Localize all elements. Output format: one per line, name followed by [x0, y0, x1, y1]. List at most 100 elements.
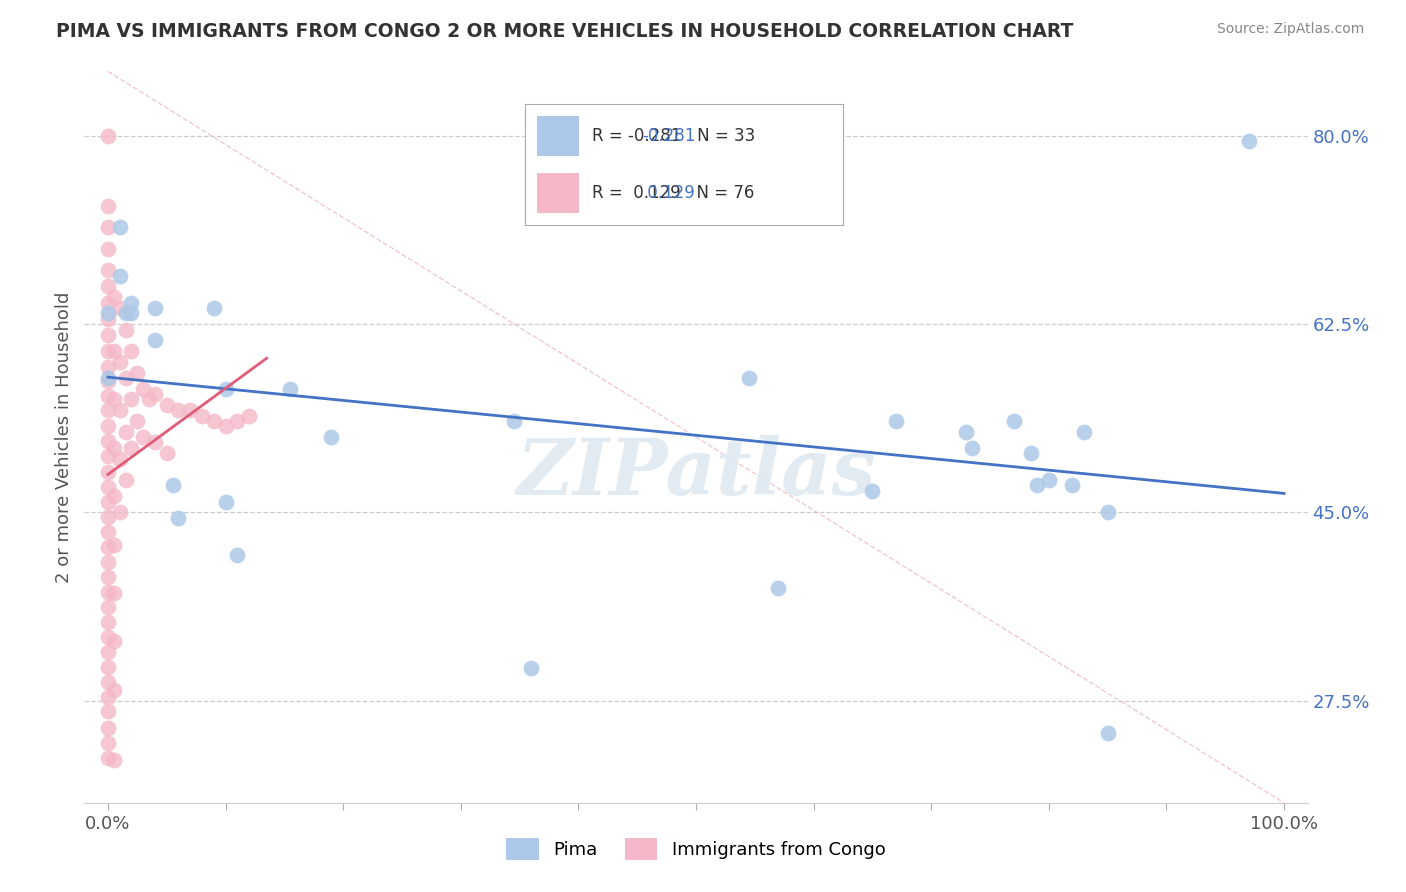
- Point: [103, 586, 125, 600]
- Point: [138, 392, 160, 407]
- Point: [114, 371, 136, 385]
- Point: [132, 430, 155, 444]
- Point: [1073, 425, 1095, 439]
- Point: [962, 441, 984, 455]
- Point: [97, 434, 120, 449]
- Point: [108, 505, 131, 519]
- Point: [108, 403, 131, 417]
- Point: [127, 366, 149, 380]
- Point: [97, 295, 120, 310]
- Point: [167, 403, 190, 417]
- Point: [97, 555, 120, 569]
- Point: [97, 450, 120, 464]
- Point: [179, 403, 201, 417]
- Point: [97, 389, 120, 403]
- Point: [108, 301, 131, 315]
- Point: [520, 661, 543, 675]
- Point: [97, 374, 120, 388]
- Point: [108, 451, 131, 466]
- Point: [143, 435, 166, 450]
- Point: [768, 581, 790, 595]
- Point: [97, 479, 120, 493]
- Point: [103, 344, 125, 359]
- Point: [97, 615, 120, 629]
- Point: [1038, 473, 1060, 487]
- Point: [114, 322, 136, 336]
- Point: [1019, 446, 1042, 460]
- Point: [120, 306, 142, 320]
- Point: [1237, 134, 1260, 148]
- Point: [97, 371, 120, 385]
- Point: [97, 311, 120, 326]
- Point: [103, 441, 125, 455]
- Point: [202, 301, 225, 315]
- Point: [120, 441, 142, 455]
- Point: [1062, 478, 1084, 492]
- Point: [97, 344, 120, 359]
- Point: [97, 735, 120, 749]
- Point: [97, 465, 120, 479]
- Point: [278, 382, 301, 396]
- Point: [1026, 478, 1049, 492]
- Point: [103, 489, 125, 503]
- Point: [1097, 726, 1119, 740]
- Point: [97, 645, 120, 659]
- Point: [103, 634, 125, 648]
- Point: [97, 705, 120, 719]
- Point: [321, 430, 343, 444]
- Point: [97, 540, 120, 554]
- Point: [108, 355, 131, 369]
- Legend: Pima, Immigrants from Congo: Pima, Immigrants from Congo: [499, 830, 893, 867]
- Point: [97, 750, 120, 764]
- Point: [884, 414, 907, 428]
- Point: [97, 690, 120, 705]
- Point: [120, 295, 142, 310]
- Text: PIMA VS IMMIGRANTS FROM CONGO 2 OR MORE VEHICLES IN HOUSEHOLD CORRELATION CHART: PIMA VS IMMIGRANTS FROM CONGO 2 OR MORE …: [56, 22, 1074, 41]
- Point: [97, 675, 120, 690]
- Point: [226, 549, 249, 563]
- Point: [167, 510, 190, 524]
- Point: [97, 263, 120, 277]
- Point: [120, 344, 142, 359]
- Point: [108, 268, 131, 283]
- Point: [97, 306, 120, 320]
- Point: [226, 414, 249, 428]
- Point: [143, 387, 166, 401]
- Point: [97, 494, 120, 508]
- Point: [97, 279, 120, 293]
- Point: [114, 425, 136, 439]
- Point: [97, 128, 120, 143]
- Point: [860, 483, 883, 498]
- Point: [738, 371, 761, 385]
- Point: [955, 425, 977, 439]
- Point: [97, 509, 120, 524]
- Point: [97, 721, 120, 735]
- Point: [103, 682, 125, 697]
- Point: [143, 301, 166, 315]
- Point: [120, 392, 142, 407]
- Point: [162, 478, 184, 492]
- Point: [97, 220, 120, 235]
- Point: [103, 392, 125, 407]
- Point: [97, 585, 120, 599]
- Point: [214, 382, 236, 396]
- Text: Source: ZipAtlas.com: Source: ZipAtlas.com: [1216, 22, 1364, 37]
- Point: [156, 398, 179, 412]
- Point: [238, 409, 260, 423]
- Point: [103, 753, 125, 767]
- Point: [502, 414, 524, 428]
- Point: [97, 660, 120, 674]
- Point: [143, 333, 166, 347]
- Point: [114, 473, 136, 487]
- Point: [97, 327, 120, 342]
- Point: [214, 494, 236, 508]
- Point: [1097, 505, 1119, 519]
- Point: [97, 630, 120, 644]
- Point: [156, 446, 179, 460]
- Point: [108, 220, 131, 235]
- Point: [97, 403, 120, 417]
- Point: [127, 414, 149, 428]
- Point: [114, 306, 136, 320]
- Point: [1002, 414, 1025, 428]
- Point: [97, 419, 120, 434]
